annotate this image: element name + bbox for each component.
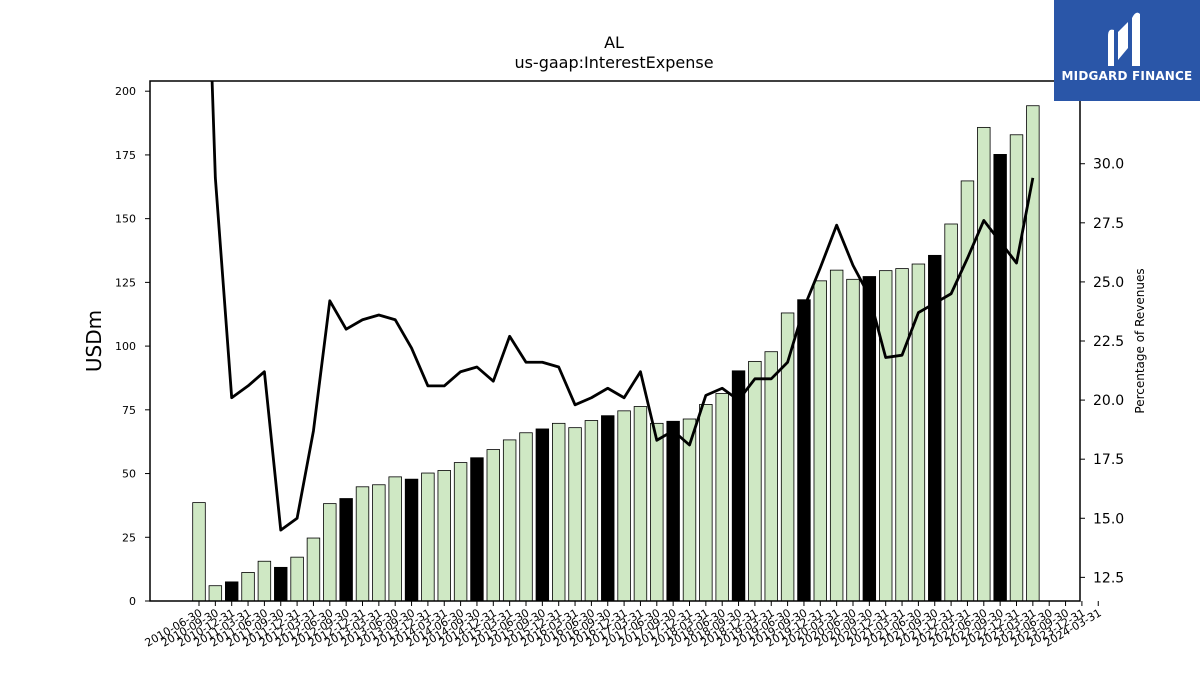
- bar-2018-06-30: [715, 393, 729, 602]
- midgard-finance-logo: MIDGARD FINANCE: [1054, 0, 1200, 101]
- bar-2021-03-31: [895, 268, 909, 602]
- bar-2020-06-30: [846, 278, 860, 602]
- bar-2012-09-30: [339, 498, 353, 602]
- bar-2011-12-31: [290, 556, 304, 602]
- logo-icon: [1108, 12, 1140, 67]
- bar-2018-12-31: [748, 360, 762, 602]
- bar-2010-09-30: [208, 585, 223, 602]
- bar-2017-09-30: [666, 420, 680, 602]
- bar-2015-12-31: [552, 422, 566, 602]
- bar-2012-03-31: [306, 537, 321, 602]
- y-axis-left: 0 25 50 75 100 125 150 175 200: [115, 85, 150, 608]
- bar-2017-06-30: [650, 422, 664, 602]
- bar-2016-09-30: [601, 415, 615, 602]
- y2-tick-label: 17.5: [1093, 452, 1124, 468]
- bar-2014-03-31: [437, 470, 451, 602]
- bar-2015-03-31: [502, 439, 517, 602]
- bar-2014-12-31: [486, 449, 501, 602]
- bar-2019-09-30: [797, 299, 811, 602]
- bar-2022-03-31: [960, 180, 975, 602]
- bar-2015-06-30: [519, 432, 533, 602]
- bar-2011-06-30: [257, 560, 272, 602]
- y2-tick-label: 15.0: [1093, 511, 1124, 527]
- bar-2013-12-31: [421, 472, 435, 602]
- chart-title: AL: [604, 33, 624, 52]
- bar-2020-03-31: [829, 269, 844, 602]
- series-line-pct-revenue: [210, 81, 1035, 532]
- bar-2013-06-30: [388, 476, 402, 602]
- bar-2021-12-31: [944, 223, 958, 602]
- x-axis: 2010-06-302010-09-302010-12-312011-03-31…: [143, 601, 1104, 650]
- bar-2020-09-30: [862, 276, 877, 602]
- y2-tick-label: 12.5: [1093, 570, 1124, 586]
- bar-2022-09-30: [993, 154, 1007, 602]
- bar-2017-03-31: [633, 406, 648, 602]
- y2-tick-label: 27.5: [1093, 216, 1124, 232]
- bar-2020-12-31: [879, 270, 893, 602]
- y2-tick-label: 25.0: [1093, 275, 1124, 291]
- bar-2016-06-30: [584, 420, 599, 602]
- y-tick-label: 125: [115, 276, 136, 289]
- bar-2018-09-30: [731, 370, 746, 602]
- bar-2013-09-30: [404, 478, 419, 602]
- bar-2010-12-31: [224, 581, 239, 602]
- bar-2019-06-30: [780, 312, 795, 602]
- y2-tick-label: 30.0: [1093, 157, 1124, 173]
- y-tick-label: 175: [115, 149, 136, 162]
- y-axis-right: 12.5 15.0 17.5 20.0 22.5 25.0 27.5 30.0: [1080, 157, 1124, 586]
- bar-2014-06-30: [453, 462, 468, 602]
- bar-2011-03-31: [241, 572, 255, 602]
- y-tick-label: 200: [115, 85, 136, 98]
- y-tick-label: 25: [122, 531, 136, 544]
- chart-subtitle: us-gaap:InterestExpense: [514, 53, 713, 72]
- y-axis-label: USDm: [82, 310, 106, 372]
- y-tick-label: 75: [122, 404, 136, 417]
- bar-2012-06-30: [323, 503, 337, 602]
- y-tick-label: 100: [115, 340, 136, 353]
- y2-tick-label: 22.5: [1093, 334, 1124, 350]
- y2-axis-label: Percentage of Revenues: [1133, 268, 1147, 413]
- bars-group: [192, 105, 1040, 602]
- line-group: [210, 81, 1035, 532]
- y-tick-label: 0: [129, 595, 136, 608]
- bar-2012-12-31: [355, 486, 370, 602]
- bar-2018-03-31: [699, 404, 713, 602]
- y2-tick-label: 20.0: [1093, 393, 1124, 409]
- logo-text: MIDGARD FINANCE: [1061, 69, 1193, 83]
- bar-2022-06-30: [977, 126, 991, 602]
- bar-2015-09-30: [535, 428, 550, 602]
- bar-2011-09-30: [274, 566, 288, 602]
- bar-2016-03-31: [568, 427, 582, 602]
- y-tick-label: 50: [122, 468, 136, 481]
- bar-2016-12-31: [617, 410, 631, 602]
- bar-2014-09-30: [470, 457, 484, 602]
- bar-2013-03-31: [372, 484, 386, 602]
- bar-2019-12-31: [813, 280, 828, 602]
- bar-2022-12-31: [1009, 134, 1024, 602]
- y-tick-label: 150: [115, 213, 136, 226]
- bar-2019-03-31: [764, 351, 778, 602]
- bar-2010-06-30: [192, 502, 206, 602]
